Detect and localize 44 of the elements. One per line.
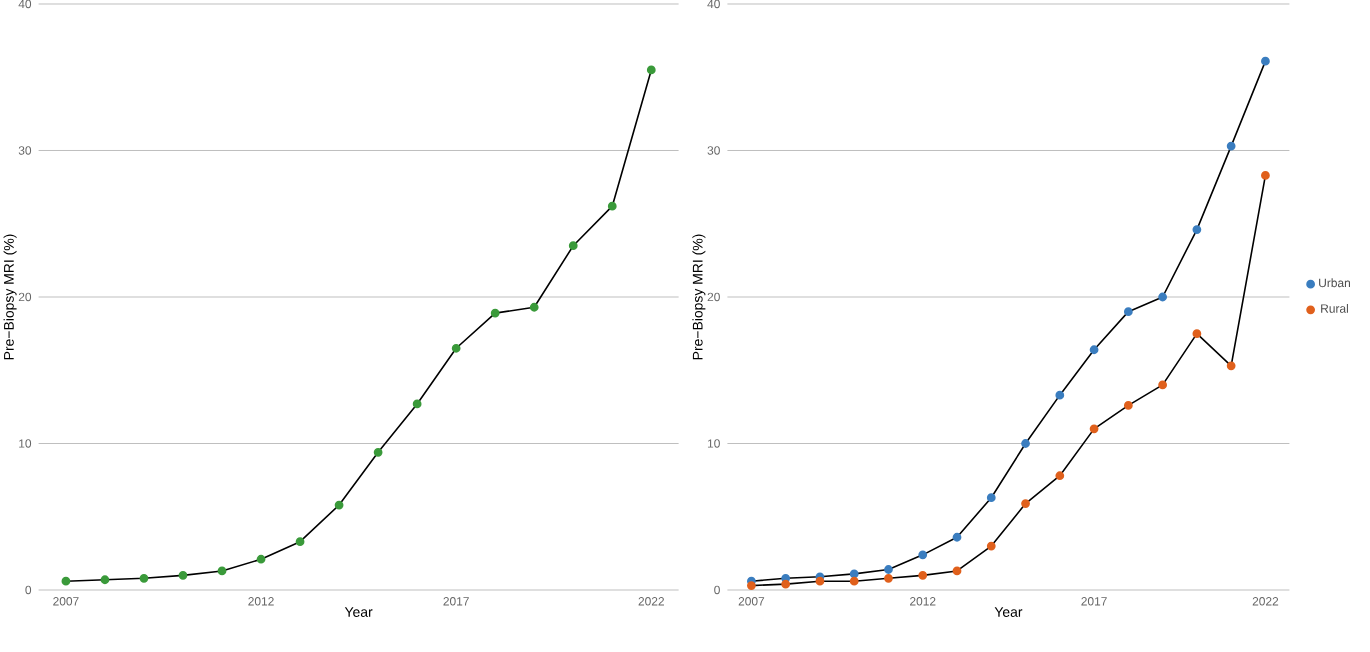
point bbox=[1192, 225, 1202, 234]
point bbox=[217, 566, 227, 576]
point bbox=[178, 570, 188, 580]
point bbox=[529, 302, 539, 312]
point bbox=[1123, 401, 1133, 410]
point bbox=[295, 537, 305, 547]
point bbox=[884, 573, 893, 583]
point bbox=[1158, 380, 1167, 390]
point bbox=[952, 532, 962, 542]
point bbox=[747, 581, 756, 590]
point bbox=[1226, 361, 1236, 371]
point bbox=[568, 241, 578, 251]
point bbox=[1089, 345, 1099, 355]
point bbox=[1261, 171, 1270, 180]
point bbox=[100, 575, 110, 585]
point bbox=[490, 308, 500, 318]
point bbox=[1089, 424, 1099, 434]
point bbox=[412, 399, 422, 409]
point bbox=[986, 493, 996, 503]
point bbox=[61, 576, 71, 586]
point bbox=[1261, 56, 1270, 66]
point bbox=[451, 343, 461, 353]
point bbox=[1021, 439, 1030, 448]
point bbox=[139, 573, 149, 583]
point bbox=[849, 576, 859, 586]
point bbox=[607, 201, 617, 211]
point bbox=[256, 554, 266, 564]
point bbox=[849, 569, 859, 579]
point bbox=[646, 65, 656, 75]
point bbox=[918, 570, 928, 580]
point bbox=[1055, 471, 1065, 481]
point bbox=[1123, 307, 1133, 317]
point bbox=[1055, 390, 1065, 400]
point bbox=[918, 550, 928, 560]
point bbox=[1158, 292, 1167, 302]
point bbox=[1226, 141, 1236, 151]
point bbox=[1192, 329, 1202, 339]
point bbox=[1021, 499, 1030, 508]
point bbox=[884, 565, 893, 574]
point bbox=[334, 500, 344, 510]
point bbox=[781, 579, 791, 589]
point bbox=[986, 541, 996, 551]
point bbox=[952, 566, 962, 576]
point bbox=[373, 447, 383, 457]
